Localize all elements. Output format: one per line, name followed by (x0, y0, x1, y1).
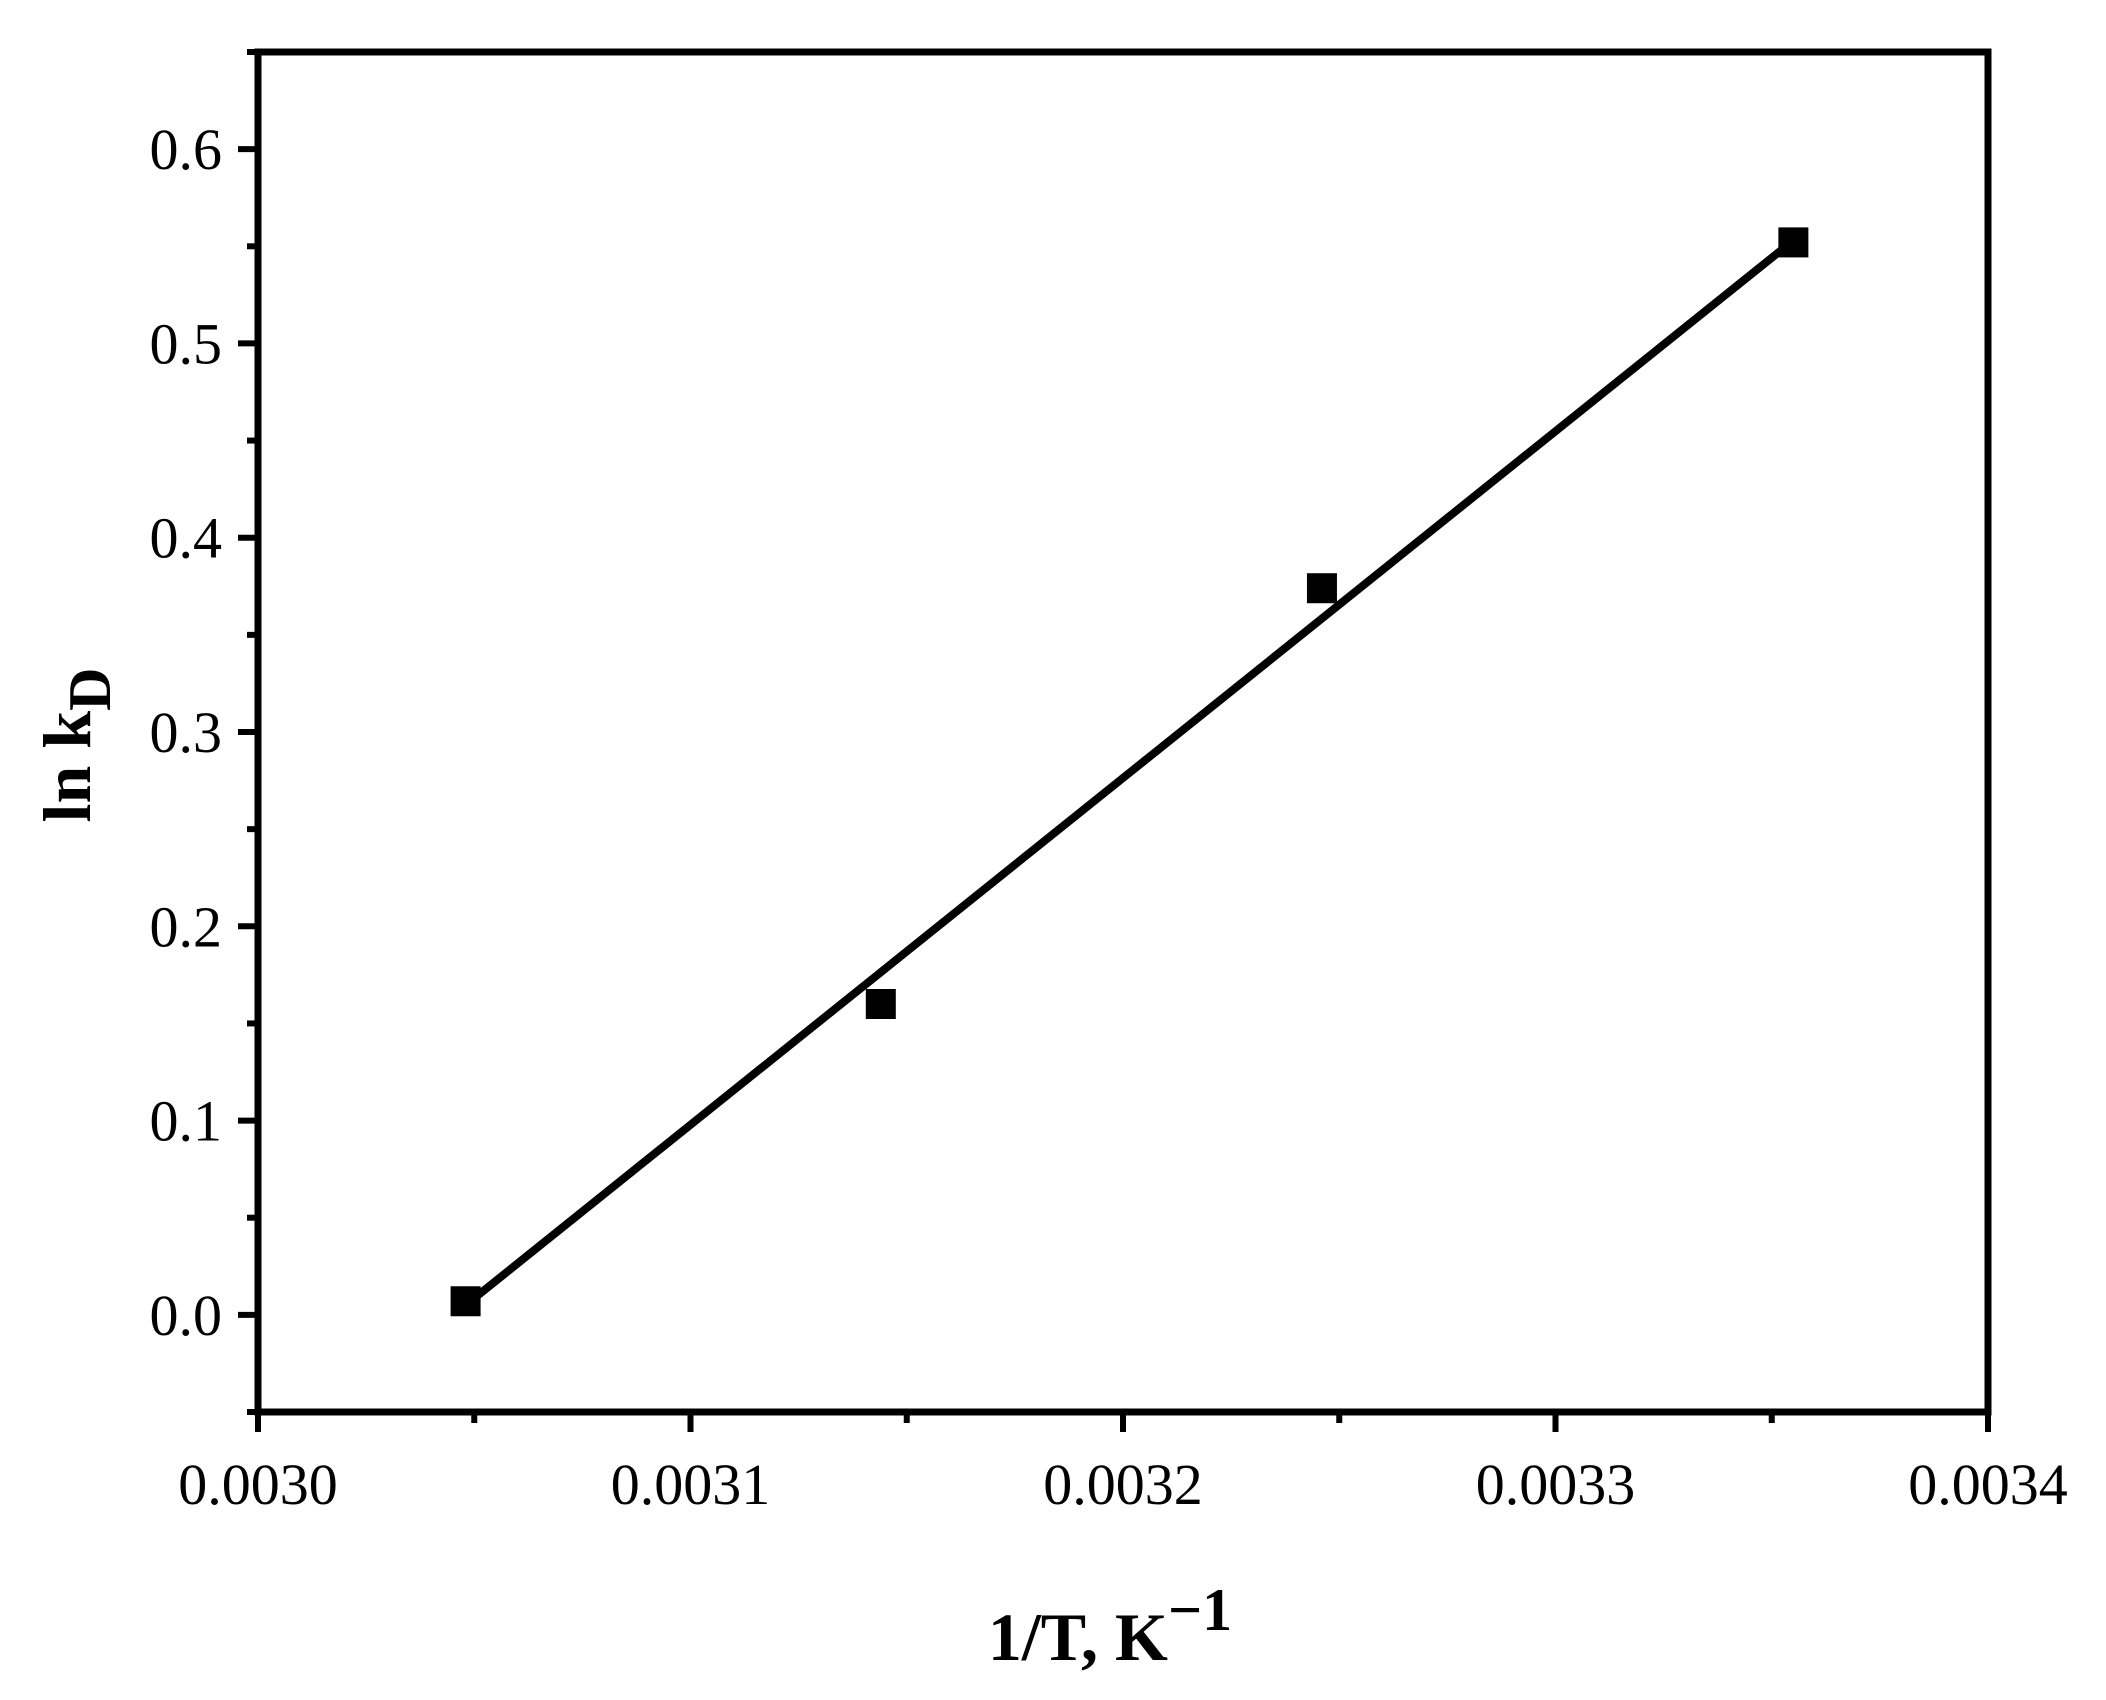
data-point (865, 989, 896, 1019)
fit-line (461, 236, 1798, 1310)
y-tick-label: 0.4 (150, 506, 223, 571)
y-axis-title-subscript: D (57, 668, 123, 711)
data-point (450, 1286, 481, 1317)
x-tick-label: 0.0032 (1043, 1452, 1203, 1517)
data-point (1306, 573, 1337, 604)
y-tick-label: 0.0 (150, 1283, 223, 1348)
x-tick-label: 0.0030 (178, 1452, 338, 1517)
data-point (1778, 227, 1809, 258)
plot-frame (254, 48, 1992, 1416)
y-tick-label: 0.3 (150, 700, 223, 765)
y-axis-title: ln kD (29, 668, 123, 823)
y-tick-label: 0.5 (150, 311, 223, 376)
x-tick-label: 0.0031 (611, 1452, 771, 1517)
x-axis-title-main: 1/T, K (988, 1599, 1168, 1675)
x-tick-label: 0.0033 (1476, 1452, 1636, 1517)
x-axis-title: 1/T, K−1 (988, 1577, 1232, 1675)
x-tick-label: 0.0034 (1908, 1452, 2068, 1517)
y-tick-label: 0.6 (150, 117, 223, 182)
x-axis-title-superscript: −1 (1168, 1577, 1232, 1643)
y-tick-label: 0.2 (150, 894, 223, 959)
y-axis-title-main: ln k (29, 711, 105, 823)
y-tick-label: 0.1 (150, 1089, 223, 1154)
